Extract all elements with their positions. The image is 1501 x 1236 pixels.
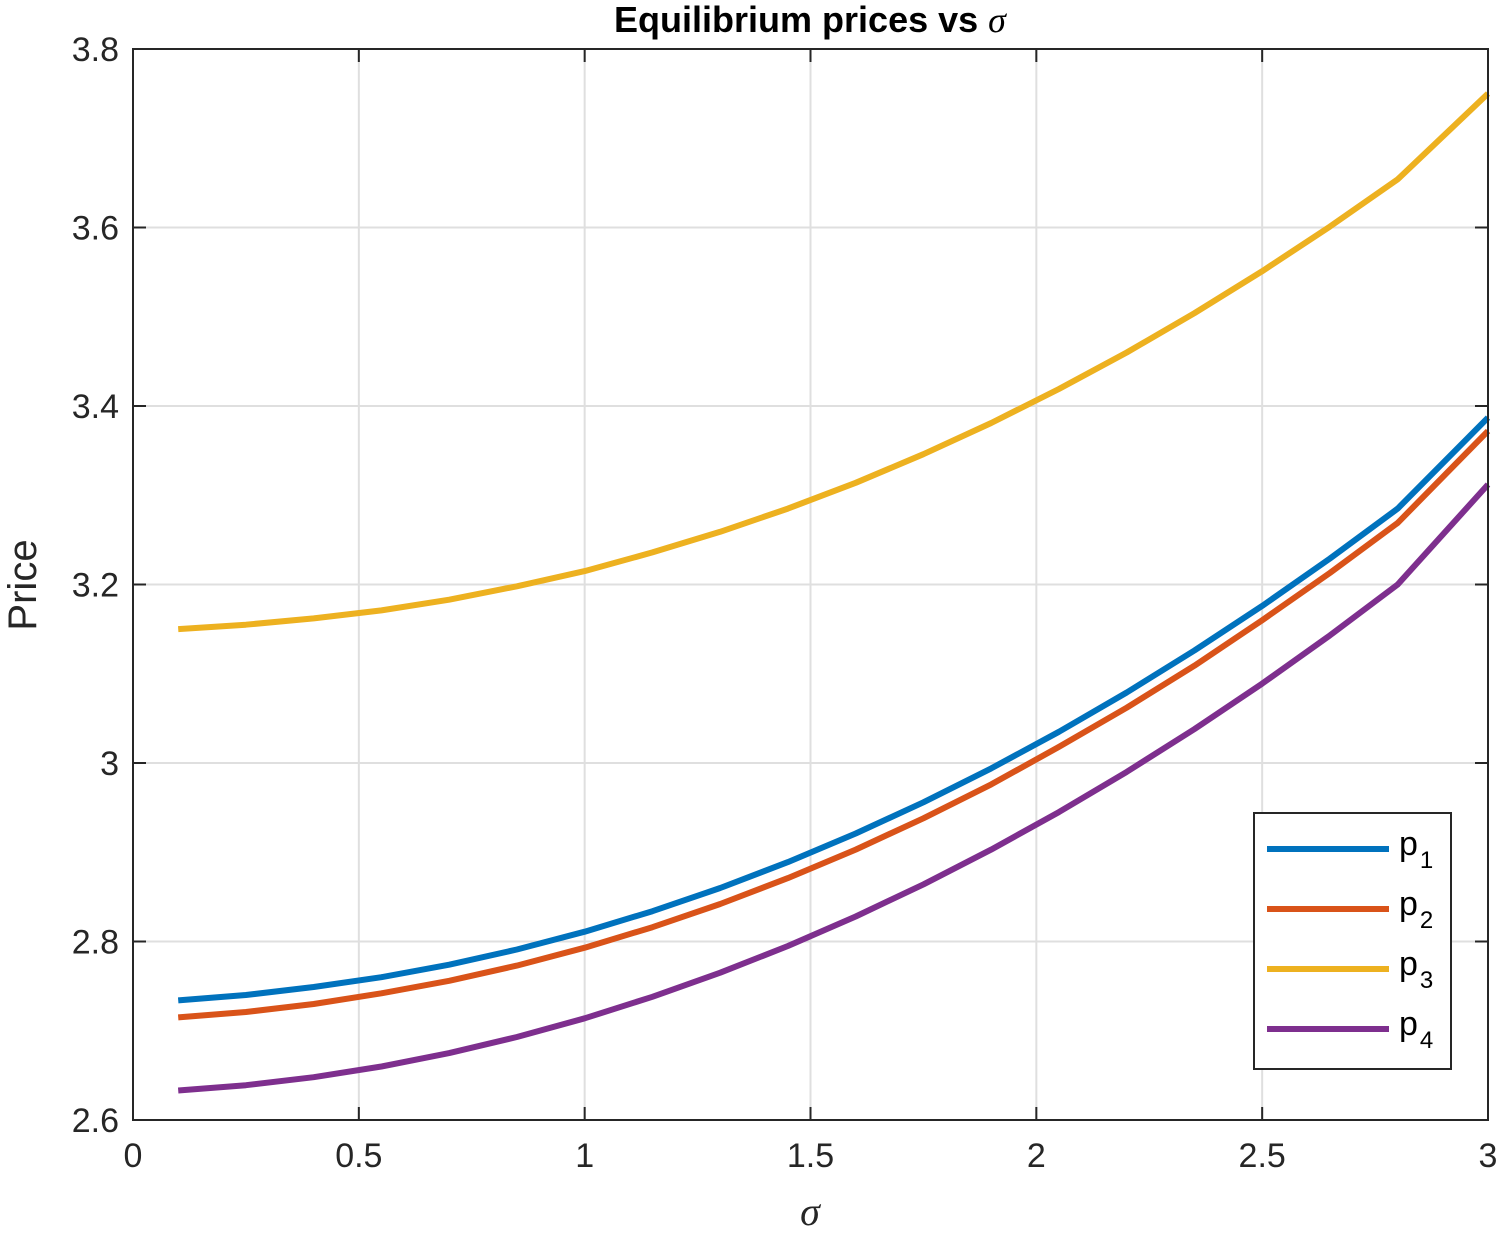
x-tick-label: 0	[124, 1137, 143, 1175]
title-sigma-symbol: σ	[988, 0, 1007, 40]
x-axis-label: σ	[800, 1189, 821, 1234]
series-line-p2	[177, 428, 1491, 1021]
x-tick-label: 1.5	[787, 1137, 834, 1175]
legend-label-p1: p1	[1399, 825, 1433, 874]
legend-label-p2: p2	[1399, 885, 1433, 934]
legend-label-p3: p3	[1399, 945, 1433, 994]
y-tick-label: 3.6	[72, 210, 119, 248]
x-tick-label: 2	[1027, 1137, 1046, 1175]
legend: p1 p2 p3 p4	[1253, 812, 1452, 1070]
y-tick-label: 3.2	[72, 567, 119, 605]
x-tick-label: 3	[1479, 1137, 1498, 1175]
series-layer	[177, 91, 1491, 1094]
y-tick-label: 3	[100, 745, 119, 783]
y-tick-label: 3.8	[72, 31, 119, 69]
x-tick-label: 0.5	[335, 1137, 382, 1175]
chart-title: Equilibrium prices vs σ	[614, 0, 1007, 40]
ticks	[132, 48, 1489, 1121]
series-line-p1	[177, 415, 1491, 1004]
series-line-p4	[177, 482, 1491, 1094]
tick-labels: 0 0.5 1 1.5 2 2.5 3 2.6 2.8 3 3.2 3.4 3.6 3.8	[72, 31, 1498, 1175]
x-tick-label: 2.5	[1239, 1137, 1286, 1175]
x-tick-label: 1	[575, 1137, 594, 1175]
y-tick-label: 2.8	[72, 924, 119, 962]
y-tick-label: 3.4	[72, 388, 119, 426]
y-axis-label: Price	[1, 539, 45, 630]
series-line-p3	[178, 91, 1491, 633]
y-tick-label: 2.6	[72, 1102, 119, 1140]
legend-label-p4: p4	[1399, 1005, 1433, 1054]
